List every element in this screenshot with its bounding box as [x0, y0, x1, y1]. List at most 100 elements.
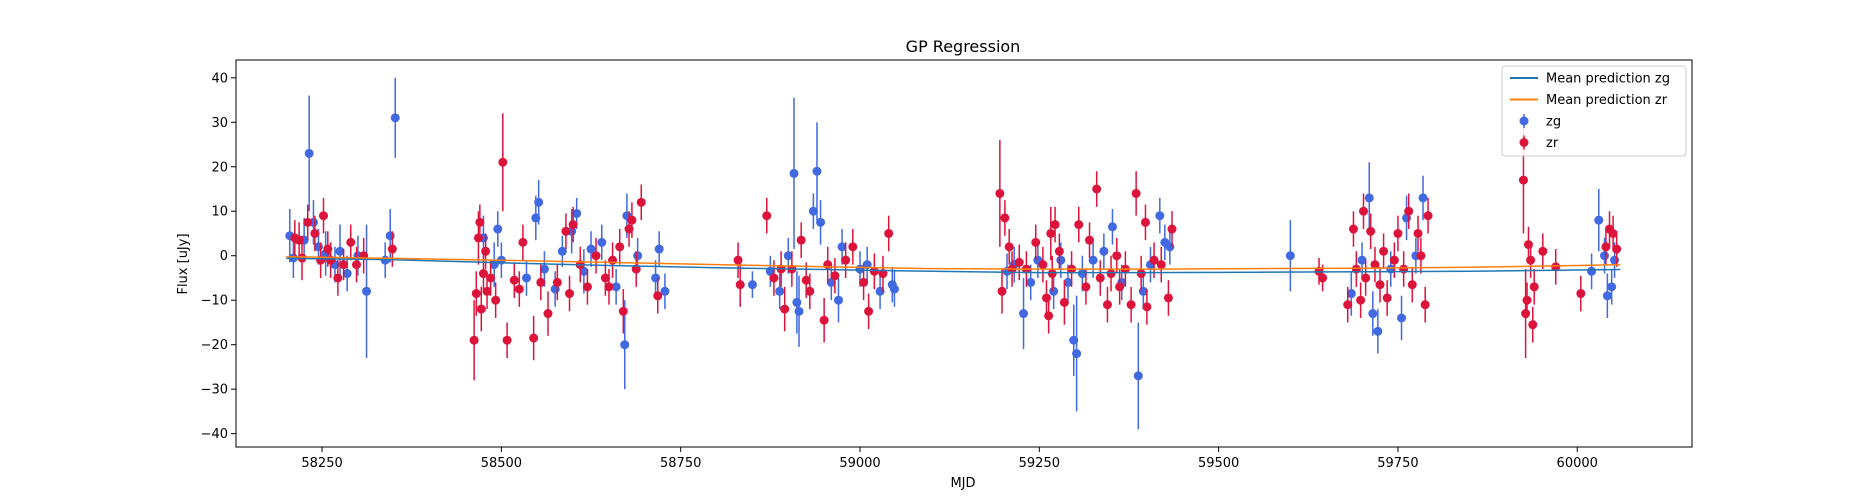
zr-point [636, 197, 646, 207]
zr-point [1343, 300, 1353, 310]
zr-point [565, 289, 575, 299]
legend-marker-swatch [1519, 138, 1529, 147]
x-tick-label: 60000 [1557, 456, 1598, 471]
zr-point [1163, 293, 1173, 303]
x-axis-label: MJD [950, 476, 975, 491]
zr-point [482, 286, 492, 296]
zg-point [1599, 251, 1609, 261]
y-axis-label: Flux [uJy] [176, 233, 191, 294]
zg-point [1594, 215, 1604, 225]
zg-point [521, 273, 531, 283]
zr-point [1608, 228, 1618, 238]
zr-point [351, 260, 361, 270]
zr-point [561, 226, 571, 236]
zg-point [775, 286, 785, 296]
zr-point [805, 286, 815, 296]
zr-point [830, 271, 840, 281]
zr-point [1092, 184, 1102, 194]
zr-point [848, 242, 858, 252]
zr-point [780, 304, 790, 314]
zr-point [1085, 235, 1095, 245]
zr-point [1528, 320, 1538, 330]
zg-point [837, 242, 847, 252]
zr-point [735, 280, 745, 290]
zg-point [1099, 246, 1109, 256]
y-tick-label: −40 [201, 427, 228, 442]
x-tick-label: 59000 [839, 456, 880, 471]
zr-point [859, 277, 869, 287]
x-tick-label: 58500 [481, 456, 522, 471]
zg-point [1607, 282, 1617, 292]
legend: Mean prediction zg Mean prediction zr zg zr [1501, 65, 1687, 157]
zr-point [618, 306, 628, 316]
zr-point [1612, 244, 1622, 254]
zr-point [1031, 237, 1041, 247]
y-tick-label: −10 [201, 294, 228, 309]
zr-point [1102, 300, 1112, 310]
zr-point [333, 273, 343, 283]
zg-point [747, 280, 757, 290]
zg-point [1063, 277, 1073, 287]
zg-point [1077, 269, 1087, 279]
zg-point [1133, 371, 1143, 381]
zg-point [1418, 193, 1428, 203]
zg-point [660, 286, 670, 296]
zr-point [502, 335, 512, 345]
zr-point [1014, 257, 1024, 267]
zr-point [1044, 311, 1054, 321]
zr-point [841, 255, 851, 265]
zg-point [1602, 291, 1612, 301]
zr-point [1059, 297, 1069, 307]
zr-point [1416, 251, 1426, 261]
zr-point [1131, 188, 1141, 198]
zg-point [783, 251, 793, 261]
zr-point [1047, 269, 1057, 279]
zg-point [889, 284, 899, 294]
y-tick-label: 0 [220, 249, 228, 264]
zr-point [1370, 260, 1380, 270]
zr-point [1393, 228, 1403, 238]
zr-point [653, 291, 663, 301]
zr-point [1046, 228, 1056, 238]
zg-point [633, 251, 643, 261]
y-axis: −40 −30 −20 −10 0 10 20 30 40 [201, 71, 236, 442]
zr-point [339, 260, 349, 270]
zg-point [1285, 251, 1295, 261]
zg-point [539, 264, 549, 274]
zr-point [1379, 246, 1389, 256]
zr-point [1361, 273, 1371, 283]
zr-point [469, 335, 479, 345]
zr-point [1041, 293, 1051, 303]
zr-point [864, 306, 874, 316]
zr-point [518, 237, 528, 247]
zr-point [319, 211, 329, 221]
zg-point [1373, 326, 1383, 336]
x-tick-label: 59750 [1377, 456, 1418, 471]
zg-point [816, 217, 826, 227]
zg-point [597, 237, 607, 247]
zg-point [1026, 277, 1036, 287]
zr-point [1348, 224, 1358, 234]
zr-point [473, 233, 483, 243]
zr-point [1407, 280, 1417, 290]
zg-point [1019, 309, 1029, 319]
legend-item: Mean prediction zr [1510, 93, 1668, 108]
zr-point [1142, 302, 1152, 312]
zg-point [362, 286, 372, 296]
zr-point [1112, 251, 1122, 261]
zr-point [1538, 246, 1548, 256]
zg-point [342, 269, 352, 279]
y-tick-label: −20 [201, 338, 228, 353]
zr-point [1529, 282, 1539, 292]
zr-point [1389, 255, 1399, 265]
zg-point [572, 208, 582, 218]
zg-point [808, 206, 818, 216]
zg-point [1397, 313, 1407, 323]
zr-point [1156, 260, 1166, 270]
zr-point [801, 275, 811, 285]
zr-point [995, 188, 1005, 198]
zr-point [1140, 217, 1150, 227]
zg-point [1072, 349, 1082, 359]
x-tick-label: 59500 [1198, 456, 1239, 471]
zr-point [475, 217, 485, 227]
